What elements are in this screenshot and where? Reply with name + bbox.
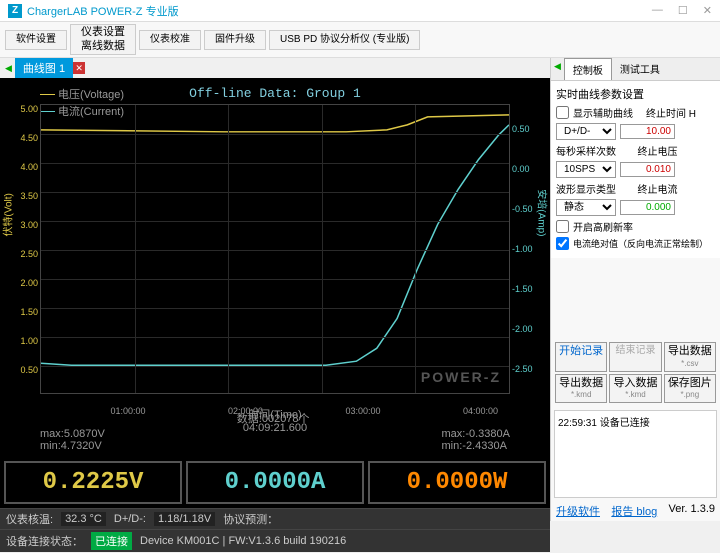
voltage-line [41, 115, 509, 132]
right-tabs: ◀ 控制板 测试工具 [551, 58, 720, 81]
tab-left-icon[interactable]: ◀ [5, 63, 12, 74]
settings-panel: 实时曲线参数设置 显示辅助曲线终止时间 H D+/D- 每秒采样次数终止电压 1… [551, 81, 720, 258]
maximize-icon[interactable]: ☐ [678, 4, 688, 17]
watermark: POWER-Z [421, 369, 501, 385]
upgrade-link[interactable]: 升级软件 [556, 503, 600, 519]
end-v-input[interactable] [620, 162, 675, 177]
y-left-axis: 伏特(Volt) 5.004.504.003.503.002.502.001.5… [5, 104, 40, 394]
status-bars: 仪表核温:32.3 °C D+/D-:1.18/1.18V 协议预测： 设备连接… [0, 508, 550, 552]
meter-settings-button[interactable]: 仪表设置离线数据 [70, 24, 136, 54]
y-right-axis: 安培(Amp) 0.500.00-0.50-1.00-1.50-2.00-2.5… [510, 104, 545, 394]
settings-button[interactable]: 软件设置 [5, 30, 67, 50]
wave-select[interactable]: 静态 [556, 199, 616, 216]
dpdm-select[interactable]: D+/D- [556, 123, 616, 140]
aux-checkbox[interactable] [556, 106, 569, 119]
calibration-button[interactable]: 仪表校准 [139, 30, 201, 50]
app-title: ChargerLAB POWER-Z 专业版 [27, 3, 652, 19]
tab-close-icon[interactable]: ✕ [73, 62, 85, 74]
toolbar: 软件设置 仪表设置离线数据 仪表校准 固件升级 USB PD 协议分析仪 (专业… [0, 22, 720, 58]
app-icon: Z [8, 4, 22, 18]
current-readout: 0.0000A [186, 461, 364, 504]
temp-badge: 32.3 °C [61, 512, 106, 526]
power-readout: 0.0000W [368, 461, 546, 504]
voltage-readout: 0.2225V [4, 461, 182, 504]
button-grid: 开始记录 结束记录 导出数据*.csv 导出数据*.kmd 导入数据*.kmd … [551, 338, 720, 406]
firmware-button[interactable]: 固件升级 [204, 30, 266, 50]
blog-link[interactable]: 报告 blog [611, 503, 657, 519]
dpdm-badge: 1.18/1.18V [154, 512, 215, 526]
end-a-input[interactable] [620, 200, 675, 215]
abs-checkbox[interactable] [556, 237, 569, 250]
sps-select[interactable]: 10SPS [556, 161, 616, 178]
tab-nav-icon[interactable]: ◀ [551, 58, 564, 80]
x-axis: 01:00:0002:00:0003:00:0004:00:00 时间(Time… [40, 406, 510, 436]
export-csv-button[interactable]: 导出数据*.csv [664, 342, 716, 371]
right-footer: 升级软件 报告 blog Ver. 1.3.9 [551, 501, 720, 521]
export-kmd-button[interactable]: 导出数据*.kmd [555, 374, 607, 403]
tab-label: 曲线图 1 [23, 60, 65, 76]
chart-area: Off-line Data: Group 1 电压(Voltage) 电流(Cu… [0, 78, 550, 457]
tab-control[interactable]: 控制板 [564, 58, 612, 80]
pd-analyzer-button[interactable]: USB PD 协议分析仪 (专业版) [269, 30, 420, 50]
titlebar: Z ChargerLAB POWER-Z 专业版 — ☐ ✕ [0, 0, 720, 22]
chart-tab[interactable]: 曲线图 1 [15, 58, 73, 78]
end-record-button[interactable]: 结束记录 [609, 342, 661, 371]
plot-area[interactable]: POWER-Z [40, 104, 510, 394]
refresh-checkbox[interactable] [556, 220, 569, 233]
readout-panel: 0.2225V 0.0000A 0.0000W [0, 457, 550, 508]
end-time-input[interactable] [620, 124, 675, 139]
tab-test[interactable]: 测试工具 [612, 58, 668, 80]
minimize-icon[interactable]: — [652, 4, 663, 17]
start-record-button[interactable]: 开始记录 [555, 342, 607, 371]
conn-badge: 已连接 [91, 532, 132, 550]
tab-bar: ◀ 曲线图 1 ✕ [0, 58, 550, 78]
import-kmd-button[interactable]: 导入数据*.kmd [609, 374, 661, 403]
close-icon[interactable]: ✕ [703, 4, 712, 17]
current-line [41, 125, 509, 365]
save-png-button[interactable]: 保存图片*.png [664, 374, 716, 403]
log-area: 22:59:31 设备已连接 [554, 410, 717, 498]
